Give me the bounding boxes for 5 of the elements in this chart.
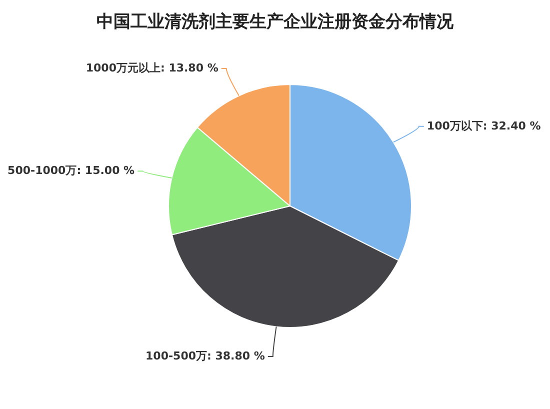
slice-label: 1000万元以上: 13.80 % bbox=[86, 61, 218, 74]
slice-label: 100万以下: 32.40 % bbox=[426, 119, 541, 132]
slice-label: 100-500万: 38.80 % bbox=[146, 349, 265, 362]
slice-label: 500-1000万: 15.00 % bbox=[8, 164, 135, 177]
chart-title: 中国工业清洗剂主要生产企业注册资金分布情况 bbox=[96, 11, 454, 33]
